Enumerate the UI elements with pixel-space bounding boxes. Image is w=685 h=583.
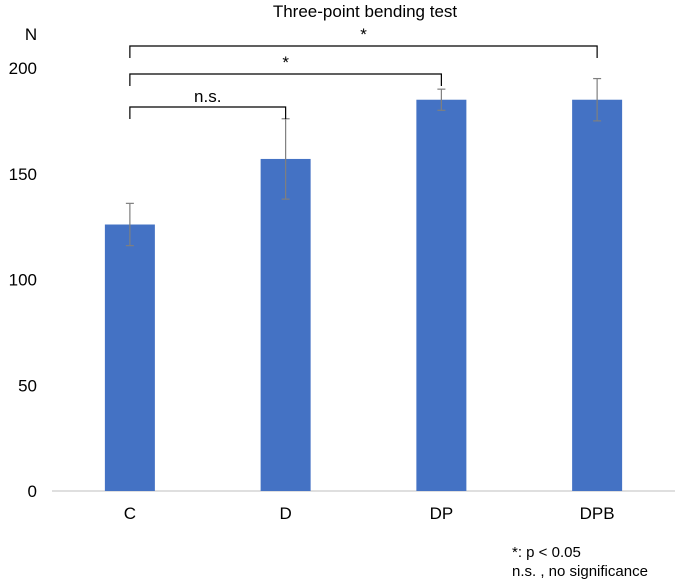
x-tick-label-c: C	[124, 504, 136, 523]
bar-dpb	[572, 99, 623, 491]
chart-title: Three-point bending test	[273, 2, 458, 21]
bar-d	[260, 158, 311, 491]
significance-label-c-dpb: *	[360, 25, 367, 44]
x-tick-label-dp: DP	[430, 504, 454, 523]
y-tick-label-150: 150	[9, 165, 37, 184]
significance-bracket-c-dpb	[129, 45, 598, 58]
footnote-significance: *: p < 0.05	[512, 544, 581, 561]
x-tick-label-dpb: DPB	[580, 504, 615, 523]
footnote-no-significance: n.s. , no significance	[512, 563, 648, 580]
significance-label-c-d: n.s.	[194, 87, 221, 106]
y-axis-label: N	[25, 25, 37, 44]
y-tick-label-0: 0	[28, 482, 37, 501]
significance-bracket-c-dp	[129, 73, 442, 86]
x-tick-label-d: D	[279, 504, 291, 523]
significance-bracket-c-d	[129, 106, 287, 119]
y-tick-label-200: 200	[9, 59, 37, 78]
y-tick-label-100: 100	[9, 271, 37, 290]
bar-dp	[416, 99, 467, 491]
significance-label-c-dp: *	[282, 53, 289, 72]
bar-c	[104, 224, 155, 491]
y-tick-label-50: 50	[18, 376, 37, 395]
